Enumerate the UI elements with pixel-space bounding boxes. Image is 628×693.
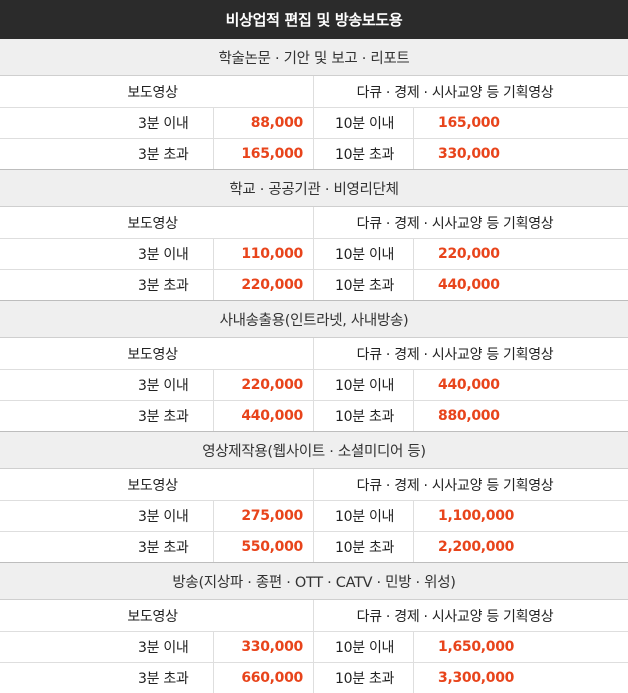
duration-label: 3분 초과 [0,532,214,562]
section-academic: 학술논문 · 기안 및 보고 · 리포트 보도영상 다큐 · 경제 · 시사교양… [0,39,628,170]
table-row: 3분 이내 88,000 10분 이내 165,000 [0,108,628,139]
price-value: 2,200,000 [438,539,515,555]
planned-video-header: 다큐 · 경제 · 시사교양 등 기획영상 [356,608,554,625]
duration-label: 10분 초과 [314,401,414,431]
price-value: 275,000 [214,501,314,531]
section-header: 사내송출용(인트라넷, 사내방송) [0,301,628,338]
price-value: 165,000 [438,115,500,131]
duration-label: 3분 이내 [0,239,214,269]
duration-label: 3분 이내 [0,632,214,662]
table-row: 3분 이내 330,000 10분 이내 1,650,000 [0,632,628,663]
duration-label: 10분 이내 [314,632,414,662]
section-header: 학술논문 · 기안 및 보고 · 리포트 [0,39,628,76]
price-value: 220,000 [438,246,500,262]
table-row: 3분 이내 275,000 10분 이내 1,100,000 [0,501,628,532]
planned-video-header: 다큐 · 경제 · 시사교양 등 기획영상 [356,215,554,232]
news-video-header: 보도영상 [0,600,314,631]
duration-label: 3분 초과 [0,401,214,431]
table-row: 3분 초과 550,000 10분 초과 2,200,000 [0,532,628,563]
price-value: 440,000 [214,401,314,431]
price-value: 110,000 [214,239,314,269]
price-value: 1,100,000 [438,508,515,524]
price-value: 440,000 [438,277,500,293]
price-value: 660,000 [214,663,314,693]
section-public: 학교 · 공공기관 · 비영리단체 보도영상 다큐 · 경제 · 시사교양 등 … [0,170,628,301]
section-broadcast: 방송(지상파 · 종편 · OTT · CATV · 민방 · 위성) 보도영상… [0,563,628,693]
duration-label: 10분 초과 [314,139,414,169]
sub-header-row: 보도영상 다큐 · 경제 · 시사교양 등 기획영상 [0,76,628,108]
price-value: 220,000 [214,270,314,300]
duration-label: 3분 초과 [0,663,214,693]
table-row: 3분 이내 110,000 10분 이내 220,000 [0,239,628,270]
section-header: 영상제작용(웹사이트 · 소셜미디어 등) [0,432,628,469]
price-value: 330,000 [214,632,314,662]
planned-video-header: 다큐 · 경제 · 시사교양 등 기획영상 [356,346,554,363]
duration-label: 3분 초과 [0,270,214,300]
price-value: 220,000 [214,370,314,400]
price-value: 165,000 [214,139,314,169]
duration-label: 10분 이내 [314,370,414,400]
duration-label: 3분 초과 [0,139,214,169]
table-row: 3분 초과 220,000 10분 초과 440,000 [0,270,628,301]
news-video-header: 보도영상 [0,338,314,369]
section-internal: 사내송출용(인트라넷, 사내방송) 보도영상 다큐 · 경제 · 시사교양 등 … [0,301,628,432]
price-value: 3,300,000 [438,670,515,686]
price-value: 440,000 [438,377,500,393]
duration-label: 3분 이내 [0,370,214,400]
price-value: 330,000 [438,146,500,162]
section-header: 학교 · 공공기관 · 비영리단체 [0,170,628,207]
sub-header-row: 보도영상 다큐 · 경제 · 시사교양 등 기획영상 [0,207,628,239]
price-value: 88,000 [214,108,314,138]
section-production: 영상제작용(웹사이트 · 소셜미디어 등) 보도영상 다큐 · 경제 · 시사교… [0,432,628,563]
duration-label: 3분 이내 [0,501,214,531]
duration-label: 10분 이내 [314,108,414,138]
duration-label: 10분 초과 [314,532,414,562]
duration-label: 10분 이내 [314,239,414,269]
table-row: 3분 초과 440,000 10분 초과 880,000 [0,401,628,432]
table-row: 3분 이내 220,000 10분 이내 440,000 [0,370,628,401]
table-title: 비상업적 편집 및 방송보도용 [0,0,628,39]
duration-label: 10분 초과 [314,663,414,693]
news-video-header: 보도영상 [0,207,314,238]
planned-video-header: 다큐 · 경제 · 시사교양 등 기획영상 [356,477,554,494]
duration-label: 3분 이내 [0,108,214,138]
sub-header-row: 보도영상 다큐 · 경제 · 시사교양 등 기획영상 [0,469,628,501]
price-value: 1,650,000 [438,639,515,655]
sub-header-row: 보도영상 다큐 · 경제 · 시사교양 등 기획영상 [0,600,628,632]
table-row: 3분 초과 660,000 10분 초과 3,300,000 [0,663,628,693]
duration-label: 10분 이내 [314,501,414,531]
news-video-header: 보도영상 [0,469,314,500]
duration-label: 10분 초과 [314,270,414,300]
news-video-header: 보도영상 [0,76,314,107]
table-row: 3분 초과 165,000 10분 초과 330,000 [0,139,628,170]
section-header: 방송(지상파 · 종편 · OTT · CATV · 민방 · 위성) [0,563,628,600]
price-value: 550,000 [214,532,314,562]
planned-video-header: 다큐 · 경제 · 시사교양 등 기획영상 [356,84,554,101]
sub-header-row: 보도영상 다큐 · 경제 · 시사교양 등 기획영상 [0,338,628,370]
price-value: 880,000 [438,408,500,424]
